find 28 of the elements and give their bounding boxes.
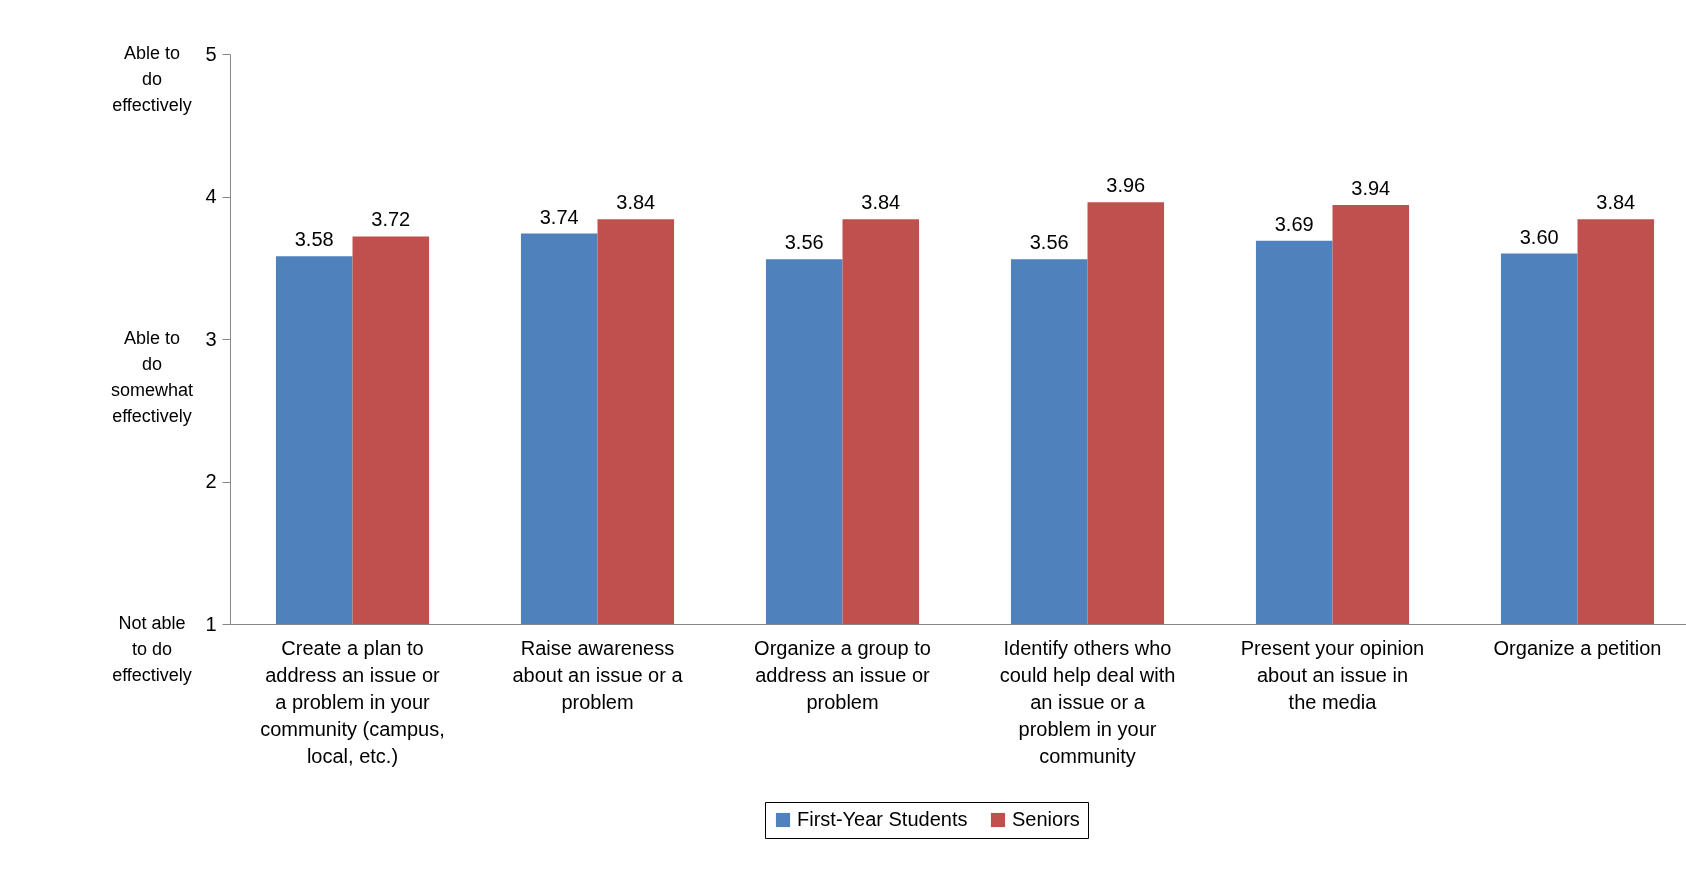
data-label: 3.84 xyxy=(861,191,901,214)
text: Able to do somewhat effectively xyxy=(110,328,194,426)
x-tick-label: Raise awareness about an issue or a problem xyxy=(512,636,684,713)
y-tick-label: 1 xyxy=(205,612,217,635)
data-label: 3.72 xyxy=(371,208,411,231)
data-label: 3.74 xyxy=(539,205,579,228)
y-tick-label: 2 xyxy=(205,470,217,492)
y-tick-label: 4 xyxy=(205,185,217,207)
y-tick-label: 3 xyxy=(205,327,217,350)
data-label: 3.56 xyxy=(784,231,824,254)
x-tick-label: Organize a petition xyxy=(1493,636,1662,659)
data-label: 3.69 xyxy=(1274,212,1314,235)
data-label: 3.58 xyxy=(294,228,334,251)
legend-label: Seniors xyxy=(1012,808,1080,830)
x-tick-label: Present your opinion about an issue in the media xyxy=(1240,636,1425,713)
y-tick-label: 5 xyxy=(205,42,217,65)
text: Not able to do effectively xyxy=(112,613,192,685)
x-tick-label: Organize a group to address an issue or problem xyxy=(754,636,931,713)
text: Able to do effectively xyxy=(112,43,192,115)
x-tick-label: Create a plan to address an issue or a problem in your community (campus, local, etc.) xyxy=(260,636,445,767)
data-label: 3.84 xyxy=(1596,191,1636,214)
x-tick-label: Identify others who could help deal with an issue or a problem in your community xyxy=(999,636,1176,767)
data-label: 3.94 xyxy=(1351,177,1391,200)
data-label: 3.60 xyxy=(1519,225,1559,248)
data-label: 3.96 xyxy=(1106,174,1146,197)
legend-label: First-Year Students xyxy=(797,808,968,830)
data-label: 3.56 xyxy=(1029,231,1069,254)
data-label: 3.84 xyxy=(616,191,656,214)
